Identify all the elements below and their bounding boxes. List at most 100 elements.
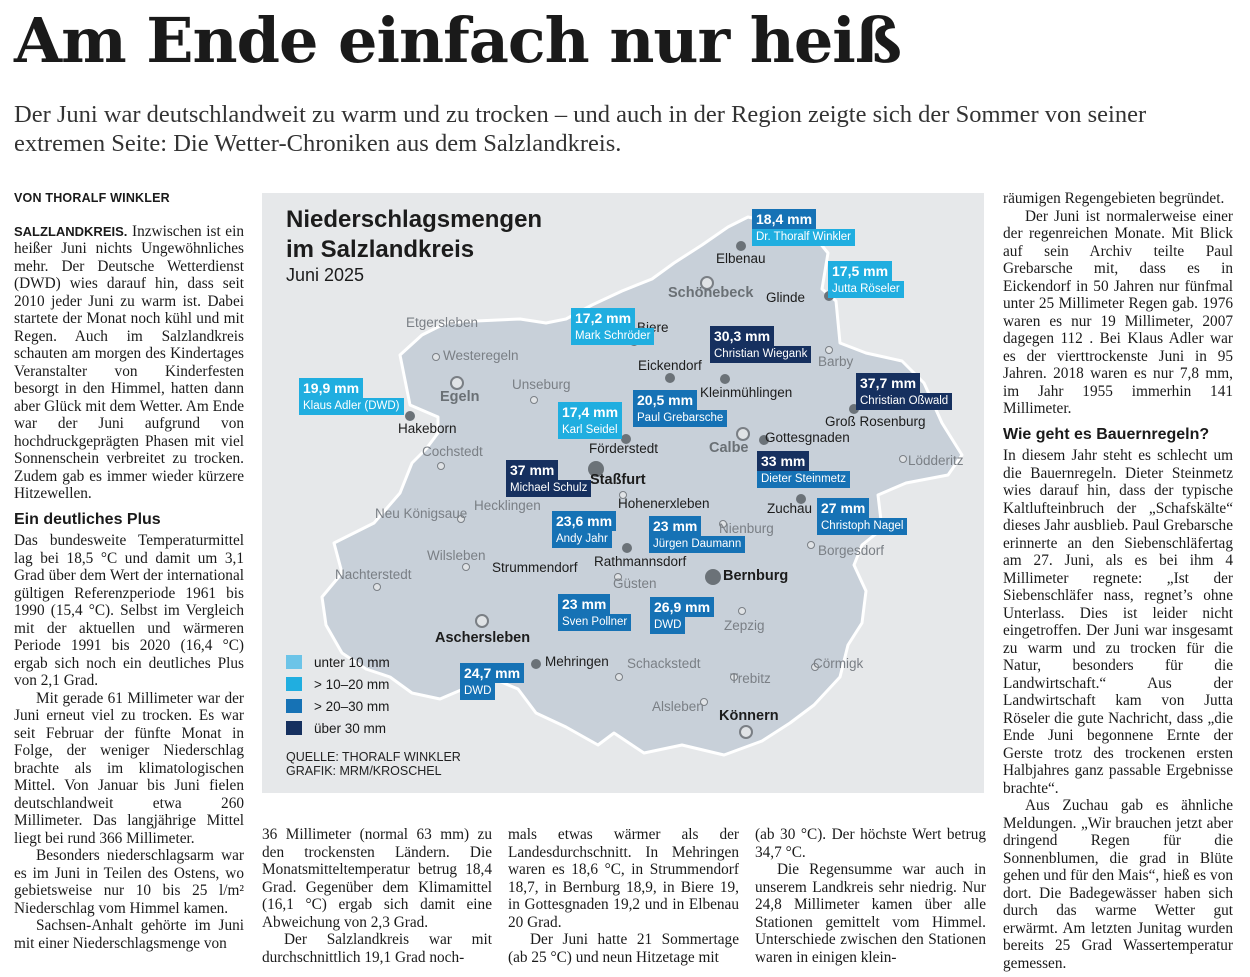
town-marker bbox=[719, 520, 727, 528]
station-callout: 23,6 mm Andy Jahr bbox=[552, 511, 617, 548]
station-observer: Paul Grebarsche bbox=[633, 410, 728, 427]
station-marker bbox=[665, 373, 675, 383]
paragraph: räumigen Regengebieten begründet. bbox=[1003, 190, 1225, 207]
town-marker bbox=[807, 541, 815, 549]
station-marker bbox=[720, 374, 730, 384]
station-marker bbox=[736, 241, 746, 251]
map-legend: unter 10 mm > 10–20 mm > 20–30 mm über 3… bbox=[286, 651, 390, 739]
station-value: 18,4 mm bbox=[752, 209, 817, 229]
legend-item: > 10–20 mm bbox=[286, 673, 390, 695]
station-observer: Sven Pollner bbox=[558, 614, 632, 631]
legend-label: > 10–20 mm bbox=[314, 676, 390, 692]
station-observer: Klaus Adler (DWD) bbox=[299, 398, 404, 415]
place-label: Glinde bbox=[766, 290, 806, 305]
station-marker bbox=[588, 461, 604, 477]
article-column-1: VON THORALF WINKLER SALZLANDKREIS. Inzwi… bbox=[14, 190, 244, 952]
town-marker bbox=[530, 396, 538, 404]
town-marker bbox=[700, 698, 708, 706]
station-callout: 23 mm Jürgen Daumann bbox=[649, 516, 746, 553]
dateline: SALZLANDKREIS. bbox=[14, 223, 128, 239]
city-marker bbox=[475, 614, 489, 628]
station-marker bbox=[531, 659, 541, 669]
article-column-4: (ab 30 °C). Der höchste Wert betrug 34,7… bbox=[755, 826, 986, 966]
station-marker bbox=[705, 569, 721, 585]
station-observer: Andy Jahr bbox=[552, 531, 612, 548]
town-marker bbox=[825, 346, 833, 354]
place-label: Gottesgnaden bbox=[765, 430, 850, 445]
legend-label: über 30 mm bbox=[314, 720, 387, 736]
city-marker bbox=[736, 427, 750, 441]
town-marker bbox=[811, 663, 819, 671]
station-callout: 17,5 mm Jutta Röseler bbox=[828, 261, 904, 298]
paragraph-text: Inzwischen ist ein heißer Juni nichts Un… bbox=[14, 222, 245, 503]
map-graphic-credit: GRAFIK: MRM/KROSCHEL bbox=[286, 764, 442, 778]
place-label: Alsleben bbox=[652, 699, 704, 714]
map-credits: QUELLE: THORALF WINKLER GRAFIK: MRM/KROS… bbox=[286, 750, 461, 778]
legend-label: > 20–30 mm bbox=[314, 698, 390, 714]
station-value: 37 mm bbox=[506, 460, 559, 480]
station-marker bbox=[621, 434, 631, 444]
paragraph: 36 Millimeter (normal 63 mm) zu den troc… bbox=[262, 826, 492, 931]
station-observer: Christian Oßwald bbox=[856, 393, 953, 410]
station-value: 17,5 mm bbox=[828, 261, 893, 281]
station-value: 19,9 mm bbox=[299, 378, 364, 398]
place-label: Güsten bbox=[613, 576, 657, 591]
legend-item: unter 10 mm bbox=[286, 651, 390, 673]
place-label: Cochstedt bbox=[422, 444, 483, 459]
place-label: Hakeborn bbox=[398, 421, 457, 436]
place-label: Nachterstedt bbox=[335, 567, 412, 582]
paragraph: (ab 30 °C). Der höchste Wert betrug 34,7… bbox=[755, 826, 986, 861]
map-subtitle: Juni 2025 bbox=[286, 265, 365, 285]
station-value: 17,2 mm bbox=[571, 308, 636, 328]
town-marker bbox=[614, 573, 622, 581]
station-marker bbox=[796, 494, 806, 504]
paragraph: SALZLANDKREIS. Inzwischen ist ein heißer… bbox=[14, 223, 244, 503]
map-source: QUELLE: THORALF WINKLER bbox=[286, 750, 461, 764]
station-callout: 30,3 mm Christian Wiegank bbox=[710, 326, 812, 363]
station-value: 23 mm bbox=[649, 516, 702, 536]
station-observer: Karl Seidel bbox=[558, 422, 622, 439]
city-marker bbox=[450, 376, 464, 390]
place-label: Calbe bbox=[709, 440, 749, 456]
station-marker bbox=[405, 411, 415, 421]
place-label: Egeln bbox=[440, 389, 480, 405]
station-value: 23,6 mm bbox=[552, 511, 617, 531]
place-label: Förderstedt bbox=[589, 441, 659, 456]
paragraph: In diesem Jahr steht es schlecht um die … bbox=[1003, 447, 1233, 797]
article-column-2: 36 Millimeter (normal 63 mm) zu den troc… bbox=[262, 826, 492, 966]
town-marker bbox=[462, 563, 470, 571]
byline: VON THORALF WINKLER bbox=[14, 191, 170, 205]
place-label: Rathmannsdorf bbox=[594, 554, 687, 569]
station-observer: DWD bbox=[460, 683, 496, 700]
place-label: Strummendorf bbox=[492, 560, 578, 575]
paragraph: Sachsen-Anhalt gehörte im Juni mit einer… bbox=[14, 917, 244, 952]
town-marker bbox=[432, 353, 440, 361]
town-marker bbox=[730, 673, 738, 681]
paragraph: Der Juni hatte 21 Sommertage (ab 25 °C) … bbox=[508, 931, 739, 966]
legend-item: über 30 mm bbox=[286, 717, 390, 739]
place-label: Cörmigk bbox=[813, 656, 864, 671]
station-callout: 18,4 mm Dr. Thoralf Winkler bbox=[752, 209, 856, 246]
place-label: Aschersleben bbox=[435, 630, 531, 646]
place-label: Zuchau bbox=[767, 501, 813, 516]
station-value: 33 mm bbox=[757, 451, 810, 471]
paragraph: Der Juni ist normalerweise einer der reg… bbox=[1003, 207, 1233, 418]
subheading: Ein deutliches Plus bbox=[14, 510, 161, 528]
place-label: Groß Rosenburg bbox=[825, 414, 926, 429]
legend-swatch bbox=[286, 721, 302, 735]
place-label: Hohenerxleben bbox=[618, 496, 710, 511]
city-marker bbox=[700, 276, 714, 290]
town-marker bbox=[738, 607, 746, 615]
station-observer: Michael Schulz bbox=[506, 480, 592, 497]
station-callout: 27 mm Christoph Nagel bbox=[817, 498, 908, 535]
place-label: Barby bbox=[818, 354, 854, 369]
place-label: Etgersleben bbox=[406, 315, 479, 330]
station-callout: 23 mm Sven Pollner bbox=[558, 594, 632, 631]
place-label: Mehringen bbox=[545, 654, 609, 669]
town-marker bbox=[615, 673, 623, 681]
map-title-line: im Salzlandkreis bbox=[286, 236, 475, 263]
article-column-5: räumigen Regengebieten begründet. Der Ju… bbox=[1003, 190, 1233, 972]
place-label: Trebitz bbox=[730, 671, 771, 686]
paragraph: Das bundesweite Temperaturmittel lag bei… bbox=[14, 532, 244, 689]
town-marker bbox=[373, 583, 381, 591]
